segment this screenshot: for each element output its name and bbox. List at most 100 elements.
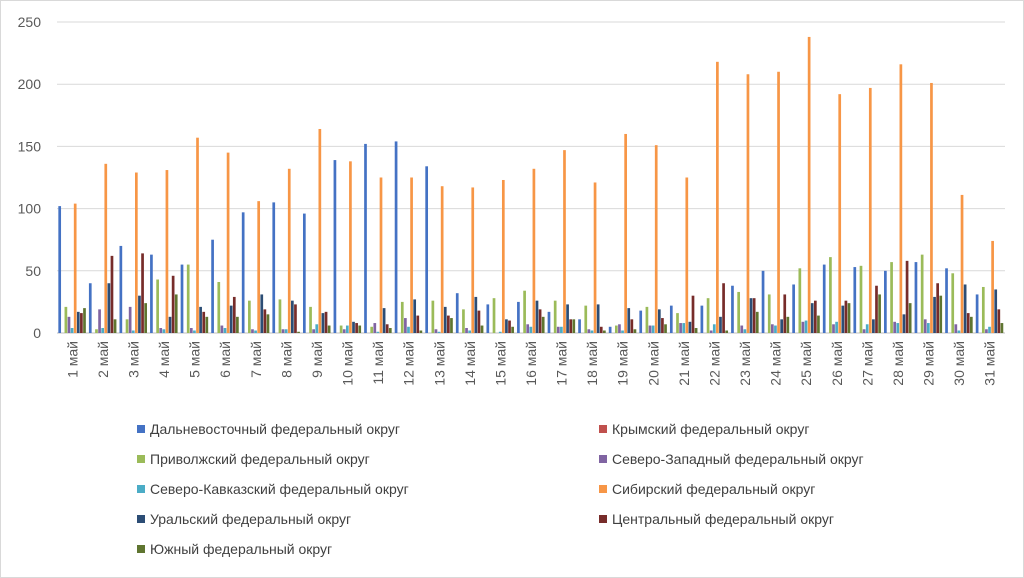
bar [419,330,423,333]
bar [287,168,291,333]
bar [251,329,254,333]
bar [373,323,377,333]
bar [810,303,814,333]
legend-swatch [599,455,607,463]
bar [355,323,358,333]
bar [241,212,245,333]
bar [416,315,420,333]
bar [706,298,710,333]
legend-swatch [137,485,145,493]
bar [975,294,979,333]
x-tick-label: 17 май [554,341,570,386]
x-tick-label: 6 май [217,341,233,378]
y-tick-label: 0 [33,325,41,341]
bar [232,296,236,333]
bar [257,201,261,333]
bar [603,330,606,333]
legend-entry: Крымский федеральный округ [612,421,809,437]
bar [740,325,744,333]
bar [817,315,820,333]
bar [661,318,664,333]
bar [590,330,594,333]
y-tick-label: 200 [18,76,42,92]
legend-entry: Уральский федеральный округ [150,511,351,527]
bar [771,324,774,333]
bar [128,306,132,333]
bar [538,309,542,333]
bar [997,309,1001,333]
bar [327,325,331,333]
bar [682,323,686,333]
bar [957,330,961,333]
gridlines [57,21,1005,334]
x-tick-label: 13 май [431,341,447,386]
x-tick-label: 12 май [401,341,417,386]
bar [569,319,573,333]
legend-entry: Центральный федеральный округ [612,511,834,527]
bar [174,294,178,333]
bar [462,309,465,333]
bar [498,331,502,333]
bar [688,321,692,333]
bar [792,284,795,333]
bar [217,282,221,333]
bar [119,245,123,333]
bar [324,311,328,333]
bar [284,329,288,333]
bar [431,300,435,333]
bar [777,71,780,333]
x-tick-label: 18 май [584,341,600,386]
bar [144,303,147,333]
bar [110,255,114,333]
bar [312,329,315,333]
bar [302,213,306,333]
bar [440,186,444,333]
bar [593,182,597,333]
bar [199,306,202,333]
bar [196,137,199,333]
bar [835,321,838,333]
bar [526,324,530,333]
x-tick-label: 15 май [492,341,508,386]
bar [223,328,227,333]
bar [621,330,624,333]
bar [737,291,741,333]
bar [963,284,967,333]
bar [584,305,588,333]
bar [410,177,413,333]
x-tick-label: 22 май [706,341,722,386]
bar [156,279,159,333]
bar [138,295,141,333]
bar [113,319,117,333]
bar [135,172,138,333]
bar [694,328,698,333]
bar [841,305,845,333]
x-tick-label: 11 май [370,341,386,385]
x-tick-label: 20 май [645,341,661,386]
bar [716,61,719,334]
bar [321,313,325,333]
bar [511,326,514,333]
bar [508,320,511,333]
bar [95,329,98,333]
legend-entry: Северо-Кавказский федеральный округ [150,481,409,497]
bar [927,323,930,333]
bar [654,145,658,333]
bar [260,294,264,333]
bar [832,324,835,333]
bar [150,254,153,333]
bar [905,260,909,333]
bar [767,294,771,333]
bar [664,324,667,333]
x-tick-label: 2 май [95,341,111,378]
bar [572,319,576,333]
legend-entry: Южный федеральный округ [150,541,332,557]
bar [875,285,878,333]
bar [171,275,175,333]
bar [229,305,233,333]
bar [587,329,591,333]
bar [933,296,936,333]
bar [404,318,407,333]
bar [535,300,539,333]
bar [691,295,695,333]
